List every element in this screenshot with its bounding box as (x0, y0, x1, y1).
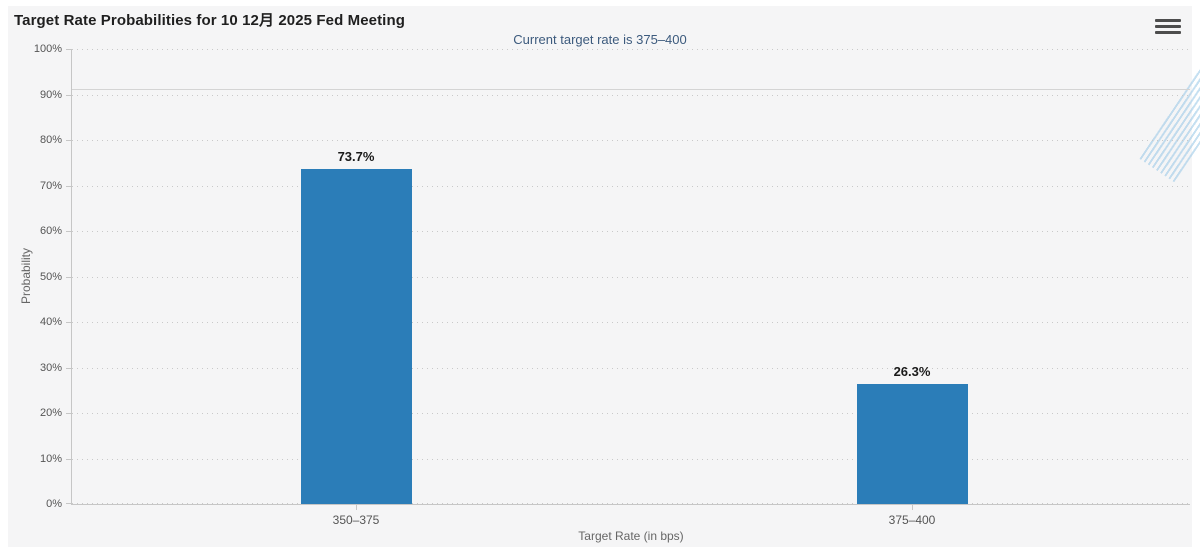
y-axis-tick (66, 140, 71, 141)
y-axis-label: 40% (39, 316, 62, 328)
bar-350-375[interactable] (300, 169, 412, 504)
x-axis-category-label: 350–375 (332, 513, 380, 527)
y-axis-tick (66, 186, 71, 187)
y-axis-label: 90% (39, 89, 62, 101)
y-axis-tick (66, 503, 71, 504)
x-axis-tick (356, 505, 357, 510)
hamburger-bar (1155, 24, 1181, 28)
fedwatch-chart: Target Rate Probabilities for 10 12月 202… (8, 6, 1200, 547)
hamburger-icon (1155, 18, 1181, 34)
y-gridline (72, 231, 1190, 232)
y-gridline (72, 368, 1190, 369)
y-axis-label: 50% (39, 271, 62, 283)
y-axis-tick (66, 368, 71, 369)
y-gridline (72, 277, 1190, 278)
y-gridline (72, 503, 1190, 504)
x-axis-title: Target Rate (in bps) (578, 529, 684, 543)
y-axis-line (71, 49, 72, 504)
x-axis-category-label: 375–400 (888, 513, 936, 527)
bar-value-label: 26.3% (893, 364, 931, 379)
chart-context-menu-button[interactable] (1152, 14, 1184, 38)
y-axis-tick (66, 322, 71, 323)
y-gridline (72, 322, 1190, 323)
y-gridline (72, 459, 1190, 460)
y-axis-label: 30% (39, 362, 62, 374)
x-axis-line (71, 504, 1190, 505)
y-axis-tick (66, 49, 71, 50)
hamburger-bar (1155, 18, 1181, 22)
hamburger-bar (1155, 30, 1181, 34)
y-axis-tick (66, 413, 71, 414)
y-axis-tick (66, 231, 71, 232)
y-axis-label: 10% (39, 453, 62, 465)
chart-subtitle: Current target rate is 375–400 (513, 32, 687, 47)
y-axis-tick (66, 95, 71, 96)
y-axis-label: 70% (39, 180, 62, 192)
y-gridline (72, 186, 1190, 187)
y-axis-label: 80% (39, 134, 62, 146)
y-axis-label: 60% (39, 225, 62, 237)
x-axis-tick (912, 505, 913, 510)
watermark-stripes-icon (1137, 59, 1200, 183)
y-axis-label: 20% (39, 407, 62, 419)
y-axis-tick (66, 459, 71, 460)
y-axis-tick (66, 277, 71, 278)
y-gridline (72, 49, 1190, 50)
y-axis-label: 100% (33, 43, 62, 55)
bar-375-400[interactable] (856, 384, 968, 504)
plot-area: Q 0% 10% 20% 30% 40% 50% 60% 70% 80% 90% 100% 73.7%… (34, 43, 1200, 527)
y-gridline (72, 95, 1190, 96)
y-axis-label: 0% (46, 498, 62, 510)
chart-title: Target Rate Probabilities for 10 12月 202… (14, 12, 405, 29)
bar-value-label: 73.7% (337, 149, 375, 164)
plot-line (72, 89, 1190, 90)
y-gridline (72, 413, 1190, 414)
watermark-logo: Q (1112, 51, 1200, 191)
y-gridline (72, 140, 1190, 141)
